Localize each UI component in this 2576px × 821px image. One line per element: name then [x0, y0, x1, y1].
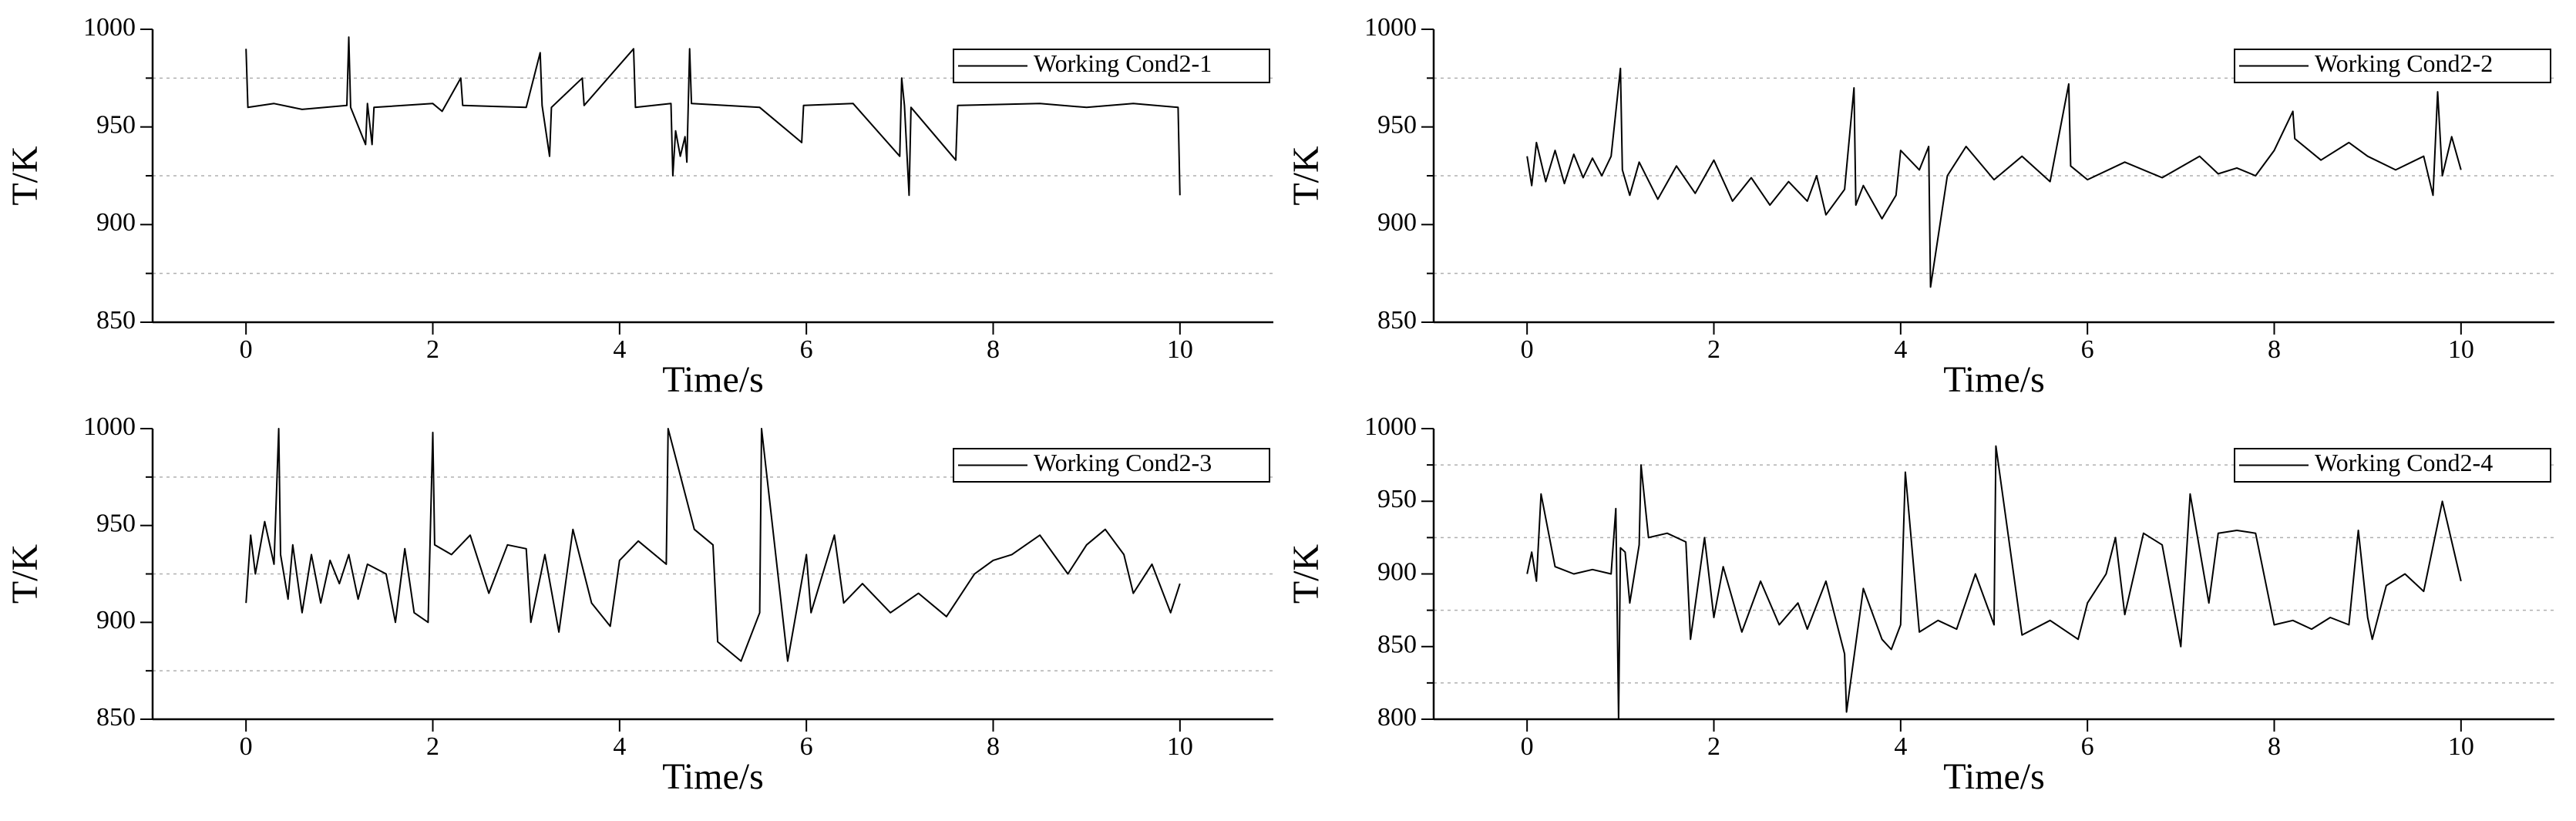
y-axis-label: T/K — [5, 544, 45, 604]
x-tick-label: 10 — [1167, 335, 1193, 364]
subplot: 800 850 900 950 1000 0 2 4 6 8 10 Time/s T/K Working … — [1286, 412, 2554, 797]
x-tick-label: 8 — [987, 335, 1000, 364]
x-tick-label: 10 — [1167, 732, 1193, 761]
data-line — [1526, 445, 2462, 720]
data-line — [245, 36, 1181, 197]
x-tick-label: 0 — [240, 335, 253, 364]
x-axis-label: Time/s — [662, 359, 764, 400]
y-tick-label: 1000 — [1364, 13, 1417, 42]
x-tick-label: 2 — [426, 335, 439, 364]
x-tick-label: 4 — [613, 335, 626, 364]
data-line — [1526, 67, 2462, 288]
y-tick-label: 950 — [96, 509, 136, 537]
x-axis-label: Time/s — [662, 756, 764, 797]
x-axis-label: Time/s — [1943, 756, 2045, 797]
x-axis-label: Time/s — [1943, 359, 2045, 400]
y-tick-label: 1000 — [83, 13, 136, 42]
y-axis-label: T/K — [1286, 544, 1327, 604]
y-tick-label: 1000 — [83, 412, 136, 441]
x-tick-label: 4 — [1894, 732, 1907, 761]
x-tick-label: 10 — [2448, 732, 2474, 761]
legend-label: Working Cond2-1 — [1034, 49, 1212, 77]
legend-label: Working Cond2-4 — [2315, 449, 2493, 476]
y-tick-label: 850 — [96, 703, 136, 732]
x-tick-label: 4 — [1894, 335, 1907, 364]
legend-label: Working Cond2-2 — [2315, 49, 2493, 77]
legend-label: Working Cond2-3 — [1034, 449, 1212, 476]
x-tick-label: 2 — [1707, 335, 1720, 364]
x-tick-label: 8 — [2268, 732, 2281, 761]
data-line — [245, 428, 1181, 662]
y-tick-label: 950 — [1377, 110, 1417, 139]
y-tick-label: 950 — [1377, 485, 1417, 513]
x-tick-label: 10 — [2448, 335, 2474, 364]
x-tick-label: 8 — [2268, 335, 2281, 364]
x-tick-label: 6 — [800, 335, 813, 364]
x-tick-label: 2 — [1707, 732, 1720, 761]
y-tick-label: 850 — [1377, 306, 1417, 335]
x-tick-label: 6 — [2081, 732, 2094, 761]
y-tick-label: 900 — [1377, 208, 1417, 237]
x-tick-label: 2 — [426, 732, 439, 761]
y-axis-label: T/K — [5, 146, 45, 206]
x-tick-label: 0 — [240, 732, 253, 761]
subplot: 850 900 950 1000 0 2 4 6 8 10 Time/s T/K Working Con… — [1286, 13, 2554, 400]
y-tick-label: 850 — [96, 306, 136, 335]
x-tick-label: 6 — [800, 732, 813, 761]
y-tick-label: 900 — [96, 208, 136, 237]
x-tick-label: 8 — [987, 732, 1000, 761]
x-tick-label: 4 — [613, 732, 626, 761]
y-tick-label: 850 — [1377, 631, 1417, 659]
x-tick-label: 0 — [1521, 335, 1534, 364]
x-tick-label: 0 — [1521, 732, 1534, 761]
y-tick-label: 900 — [1377, 557, 1417, 586]
legend-box — [2234, 448, 2551, 483]
y-tick-label: 900 — [96, 606, 136, 634]
y-tick-label: 1000 — [1364, 412, 1417, 441]
y-tick-label: 950 — [96, 110, 136, 139]
y-tick-label: 800 — [1377, 703, 1417, 732]
subplot: 850 900 950 1000 0 2 4 6 8 10 Time/s T/K Working Con… — [5, 412, 1273, 797]
x-tick-label: 6 — [2081, 335, 2094, 364]
y-axis-label: T/K — [1286, 146, 1327, 206]
subplot: 850 900 950 1000 0 2 4 6 8 10 Time/s T/K Working Con… — [5, 13, 1273, 400]
